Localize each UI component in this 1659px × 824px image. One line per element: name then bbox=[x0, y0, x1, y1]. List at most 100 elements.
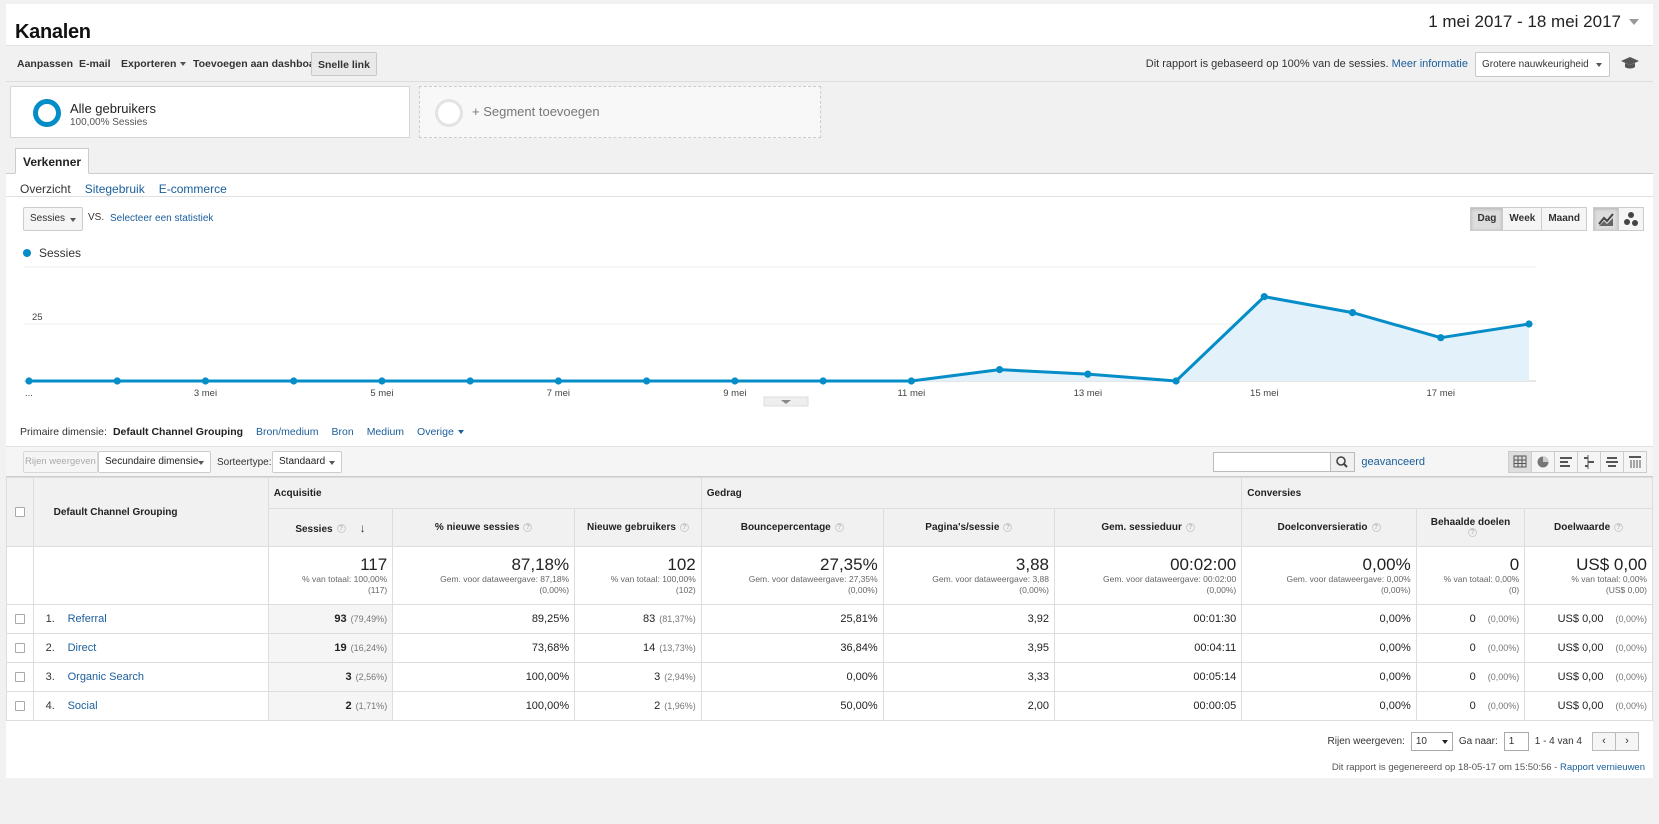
refresh-report-link[interactable]: Rapport vernieuwen bbox=[1559, 762, 1645, 773]
table-search-button[interactable] bbox=[1330, 452, 1355, 472]
column-new-sessions-pct[interactable]: % nieuwe sessies? bbox=[392, 508, 576, 547]
column-pages-per-session[interactable]: Pagina's/sessie? bbox=[882, 508, 1056, 547]
metric-label: Sessies bbox=[30, 213, 66, 224]
next-page-button[interactable]: › bbox=[1615, 732, 1639, 751]
data-point[interactable] bbox=[1084, 370, 1092, 378]
dimension-medium[interactable]: Medium bbox=[366, 426, 405, 438]
help-icon[interactable]: ? bbox=[1371, 522, 1381, 532]
help-icon[interactable]: ? bbox=[834, 522, 844, 532]
help-icon[interactable]: ? bbox=[336, 524, 346, 534]
help-icon[interactable]: ? bbox=[1185, 522, 1195, 532]
data-point[interactable] bbox=[1437, 334, 1445, 342]
subtab-site-usage[interactable]: Sitegebruik bbox=[84, 182, 145, 196]
select-all-checkbox[interactable] bbox=[14, 507, 25, 518]
data-point[interactable] bbox=[1525, 320, 1533, 328]
row-channel-link[interactable]: Organic Search bbox=[67, 671, 145, 683]
help-icon[interactable]: ? bbox=[1003, 522, 1013, 532]
row-channel-link[interactable]: Referral bbox=[67, 613, 107, 625]
export-label: Exporteren bbox=[121, 58, 177, 70]
data-point[interactable] bbox=[554, 377, 563, 385]
plot-rows-button[interactable]: Rijen weergeven bbox=[23, 451, 98, 473]
column-bounce-rate[interactable]: Bouncepercentage? bbox=[700, 508, 884, 547]
column-sessions[interactable]: Sessies? ↓ bbox=[267, 508, 394, 547]
page-title: Kanalen bbox=[15, 21, 91, 43]
view-performance-button[interactable] bbox=[1554, 451, 1578, 473]
data-point[interactable] bbox=[995, 366, 1004, 374]
data-point[interactable] bbox=[731, 377, 739, 385]
more-info-link[interactable]: Meer informatie bbox=[1391, 58, 1468, 70]
group-acquisition: Acquisitie bbox=[267, 477, 702, 509]
subtab-overview[interactable]: Overzicht bbox=[20, 182, 71, 196]
email-button[interactable]: E-mail bbox=[79, 58, 111, 70]
dimension-source[interactable]: Bron bbox=[331, 426, 354, 438]
date-range-picker[interactable]: 1 mei 2017 - 18 mei 2017 bbox=[1428, 12, 1639, 32]
bar-list-icon bbox=[1560, 457, 1572, 467]
view-comparison-button[interactable] bbox=[1577, 451, 1601, 473]
tab-explorer[interactable]: Verkenner bbox=[15, 148, 90, 174]
view-pivot-button[interactable] bbox=[1623, 451, 1647, 473]
column-avg-duration[interactable]: Gem. sessieduur? bbox=[1053, 508, 1243, 547]
shortcut-button[interactable]: Snelle link bbox=[311, 52, 377, 76]
dimension-header[interactable]: Default Channel Grouping bbox=[32, 477, 269, 547]
row-channel-link[interactable]: Direct bbox=[67, 642, 97, 654]
row-checkbox[interactable] bbox=[14, 701, 25, 712]
precision-select[interactable]: Grotere nauwkeurigheid bbox=[1475, 52, 1610, 77]
graduation-cap-icon[interactable] bbox=[1621, 56, 1639, 70]
column-new-sessions-label: % nieuwe sessies bbox=[434, 522, 520, 533]
period-toggle: Dag Week Maand bbox=[1470, 207, 1587, 231]
help-icon[interactable]: ? bbox=[679, 522, 689, 532]
motion-chart-button[interactable] bbox=[1618, 207, 1644, 231]
goto-page-input[interactable]: 1 bbox=[1503, 732, 1529, 751]
data-point[interactable] bbox=[290, 377, 298, 385]
column-goal-value[interactable]: Doelwaarde? bbox=[1524, 508, 1653, 547]
add-to-dashboard-button[interactable]: Toevoegen aan dashboard bbox=[193, 58, 326, 70]
total-sub: (117) bbox=[367, 585, 388, 595]
view-percentage-button[interactable] bbox=[1531, 451, 1555, 473]
period-day-button[interactable]: Dag bbox=[1470, 207, 1504, 231]
segment-all-users[interactable]: Alle gebruikers 100,00% Sessies bbox=[10, 86, 410, 138]
dimension-source-medium[interactable]: Bron/medium bbox=[256, 426, 319, 438]
prev-page-button[interactable]: ‹ bbox=[1592, 732, 1616, 751]
row-checkbox[interactable] bbox=[14, 643, 25, 654]
data-point[interactable] bbox=[378, 377, 386, 385]
table-search-input[interactable] bbox=[1213, 452, 1331, 472]
data-point[interactable] bbox=[113, 377, 121, 385]
dimension-other[interactable]: Overige bbox=[417, 426, 464, 438]
line-chart-button[interactable] bbox=[1593, 207, 1619, 231]
data-point[interactable] bbox=[907, 377, 915, 385]
data-point[interactable] bbox=[25, 377, 33, 385]
data-point[interactable] bbox=[466, 377, 474, 385]
secondary-dimension-select[interactable]: Secundaire dimensie bbox=[98, 451, 211, 473]
row-checkbox[interactable] bbox=[14, 672, 25, 683]
metric-select[interactable]: Sessies bbox=[23, 207, 83, 231]
column-new-users[interactable]: Nieuwe gebruikers? bbox=[574, 508, 702, 547]
view-term-cloud-button[interactable] bbox=[1600, 451, 1624, 473]
new-users-value: 83 bbox=[642, 613, 656, 625]
data-point[interactable] bbox=[819, 377, 827, 385]
row-channel-link[interactable]: Social bbox=[67, 700, 98, 712]
data-point[interactable] bbox=[1348, 309, 1357, 317]
advanced-filter-link[interactable]: geavanceerd bbox=[1361, 456, 1425, 468]
help-icon[interactable]: ? bbox=[1614, 522, 1624, 532]
select-statistic-link[interactable]: Selecteer een statistiek bbox=[110, 213, 214, 224]
row-checkbox[interactable] bbox=[14, 614, 25, 625]
cell-new-sessions-pct: 100,00% bbox=[392, 662, 576, 692]
chart-collapse-handle[interactable] bbox=[763, 396, 809, 407]
export-button[interactable]: Exporteren bbox=[115, 52, 192, 76]
period-month-button[interactable]: Maand bbox=[1541, 207, 1587, 231]
rows-per-page-select[interactable]: 10 bbox=[1410, 732, 1453, 751]
column-goal-conversion[interactable]: Doelconversieratio? bbox=[1241, 508, 1417, 547]
help-icon[interactable]: ? bbox=[1467, 528, 1477, 538]
customize-button[interactable]: Aanpassen bbox=[17, 58, 74, 70]
data-point[interactable] bbox=[201, 377, 210, 385]
data-point[interactable] bbox=[1260, 293, 1268, 301]
period-week-button[interactable]: Week bbox=[1502, 207, 1543, 231]
data-point[interactable] bbox=[643, 377, 651, 385]
sort-type-select[interactable]: Standaard bbox=[272, 451, 342, 473]
view-data-button[interactable] bbox=[1508, 451, 1532, 473]
data-point[interactable] bbox=[1172, 377, 1180, 385]
subtab-ecommerce[interactable]: E-commerce bbox=[158, 182, 227, 196]
add-segment-button[interactable]: + Segment toevoegen bbox=[419, 86, 821, 138]
help-icon[interactable]: ? bbox=[523, 522, 533, 532]
column-goal-completions[interactable]: Behaalde doelen? bbox=[1415, 508, 1526, 547]
